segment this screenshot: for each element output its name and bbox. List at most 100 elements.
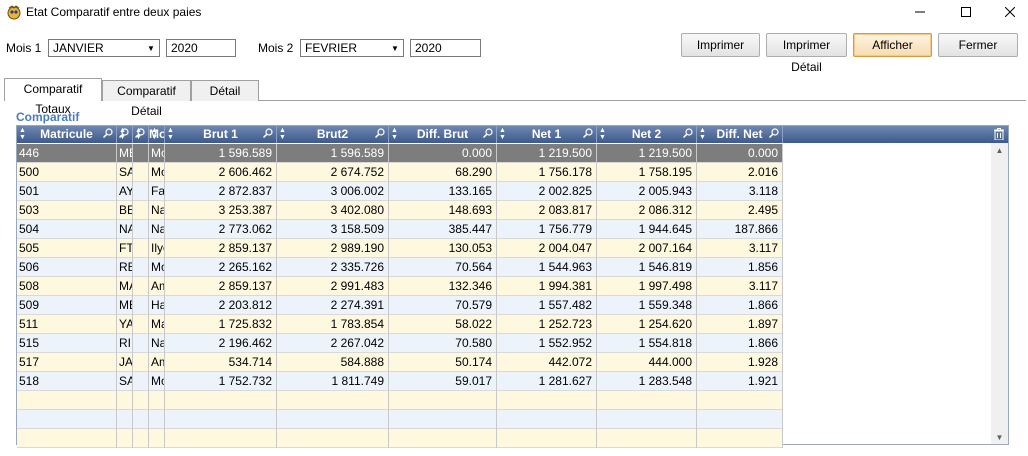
cell-diff-net: 1.897 <box>697 315 783 334</box>
table-row[interactable]: 515 RI Na 2 196.462 2 267.042 70.580 1 552.952… <box>17 334 783 353</box>
cell-brut1: 2 203.812 <box>165 296 277 315</box>
search-icon[interactable] <box>375 128 385 138</box>
cell-net2: 1 219.500 <box>597 144 697 163</box>
cell-net2: 1 944.645 <box>597 220 697 239</box>
sort-icon[interactable]: ▲ ▼ <box>599 127 606 141</box>
column-header-diff-net[interactable]: ▲ ▼ Diff. Net <box>697 126 783 143</box>
fermer-button[interactable]: Fermer <box>938 33 1018 57</box>
sort-icon[interactable]: ▲ ▼ <box>699 127 706 141</box>
cell-net1: 2 083.817 <box>497 201 597 220</box>
column-header-brut1[interactable]: ▲ ▼ Brut 1 <box>165 126 277 143</box>
cell-net1 <box>497 391 597 410</box>
tab-comparatif-totaux[interactable]: Comparatif Totaux <box>4 78 102 116</box>
imprimer-button[interactable]: Imprimer <box>681 33 760 57</box>
table-row[interactable]: 501 AY Fa 2 872.837 3 006.002 133.165 2 002.82… <box>17 182 783 201</box>
cell-net2: 2 007.164 <box>597 239 697 258</box>
cell-net1: 1 219.500 <box>497 144 597 163</box>
column-header-diff-brut[interactable]: ▲ ▼ Diff. Brut <box>389 126 497 143</box>
cell-matricule: 508 <box>17 277 117 296</box>
cell-net2: 1 254.620 <box>597 315 697 334</box>
empty-table-row[interactable] <box>17 410 783 429</box>
cell-diff-brut <box>389 410 497 429</box>
cell-diff-net: 3.118 <box>697 182 783 201</box>
afficher-button[interactable]: Afficher <box>853 33 932 57</box>
search-icon[interactable] <box>103 128 113 138</box>
cell-brut2: 2 989.190 <box>277 239 389 258</box>
sort-icon[interactable]: ▲ ▼ <box>391 127 398 141</box>
cell-net1: 1 994.381 <box>497 277 597 296</box>
cell-diff-brut: 132.346 <box>389 277 497 296</box>
close-button[interactable] <box>992 0 1028 24</box>
cell-col-2: NA <box>117 220 133 239</box>
search-icon[interactable] <box>483 128 493 138</box>
column-header-label: Diff. Net <box>716 127 763 141</box>
cell-net1 <box>497 429 597 448</box>
mois1-label: Mois 1 <box>6 41 42 55</box>
mois2-select[interactable]: FEVRIER ▼ <box>300 39 404 57</box>
column-header-brut2[interactable]: ▲ ▼ Brut2 <box>277 126 389 143</box>
column-header-matricule[interactable]: ▲ ▼ Matricule <box>17 126 117 143</box>
column-header-net1[interactable]: ▲ ▼ Net 1 <box>497 126 597 143</box>
column-header-net2[interactable]: ▲ ▼ Net 2 <box>597 126 697 143</box>
column-header-label: Net 1 <box>531 127 562 141</box>
annee1-input[interactable]: 2020 <box>166 39 236 57</box>
chevron-down-icon[interactable]: ▼ <box>391 43 399 53</box>
chevron-down-icon[interactable]: ▼ <box>147 43 155 53</box>
column-header-label: Matricule <box>40 127 93 141</box>
cell-brut1: 2 196.462 <box>165 334 277 353</box>
sort-icon[interactable]: ▲ ▼ <box>499 127 506 141</box>
empty-table-row[interactable] <box>17 429 783 448</box>
cell-net1: 1 756.178 <box>497 163 597 182</box>
trash-icon[interactable] <box>994 128 1004 140</box>
search-icon[interactable] <box>263 128 273 138</box>
search-icon[interactable] <box>583 128 593 138</box>
cell-diff-brut: 68.290 <box>389 163 497 182</box>
minimize-button[interactable] <box>902 0 938 24</box>
comparatif-grid[interactable]: ▲ ▼ Matricule ▲ ▼ ▲ ▼ ▲ ▼ Mo ▲ ▼ Brut 1 ▲ ▼ Brut2 ▲ ▼ Diff… <box>16 125 1009 448</box>
tab-comparatif-detail[interactable]: Comparatif Détail <box>102 80 191 118</box>
cell-brut2 <box>277 410 389 429</box>
cell-brut2: 2 991.483 <box>277 277 389 296</box>
column-header-col-4[interactable]: ▲ ▼ Mo <box>149 126 165 143</box>
column-header-col-3[interactable]: ▲ ▼ <box>133 126 149 143</box>
cell-col-3 <box>133 163 149 182</box>
annee2-input[interactable]: 2020 <box>410 39 481 57</box>
annee1-value: 2020 <box>171 41 198 55</box>
column-header-col-2[interactable]: ▲ ▼ <box>117 126 133 143</box>
cell-col-2 <box>117 391 133 410</box>
sort-icon[interactable]: ▲ ▼ <box>19 127 26 141</box>
mois1-select[interactable]: JANVIER ▼ <box>48 39 160 57</box>
scroll-down-button[interactable]: ▼ <box>995 432 1004 442</box>
sort-icon[interactable]: ▲ ▼ <box>167 127 174 141</box>
cell-diff-net: 3.117 <box>697 277 783 296</box>
search-icon[interactable] <box>769 128 779 138</box>
search-icon[interactable] <box>119 128 129 138</box>
cell-net1 <box>497 410 597 429</box>
cell-brut1 <box>165 410 277 429</box>
search-icon[interactable] <box>135 128 145 138</box>
sort-icon[interactable]: ▲ ▼ <box>151 127 158 141</box>
maximize-button[interactable] <box>948 0 984 24</box>
vertical-scrollbar[interactable]: ▲ ▼ <box>991 143 1008 444</box>
cell-matricule: 515 <box>17 334 117 353</box>
scroll-up-button[interactable]: ▲ <box>995 145 1004 155</box>
cell-col-3 <box>133 391 149 410</box>
imprimer-detail-button[interactable]: Imprimer Détail <box>766 33 847 74</box>
cell-brut1: 2 773.062 <box>165 220 277 239</box>
search-icon[interactable] <box>683 128 693 138</box>
empty-table-row[interactable] <box>17 391 783 410</box>
sort-icon[interactable]: ▲ ▼ <box>279 127 286 141</box>
cell-col-2: ME <box>117 144 133 163</box>
tab-detail[interactable]: Détail <box>191 80 259 101</box>
